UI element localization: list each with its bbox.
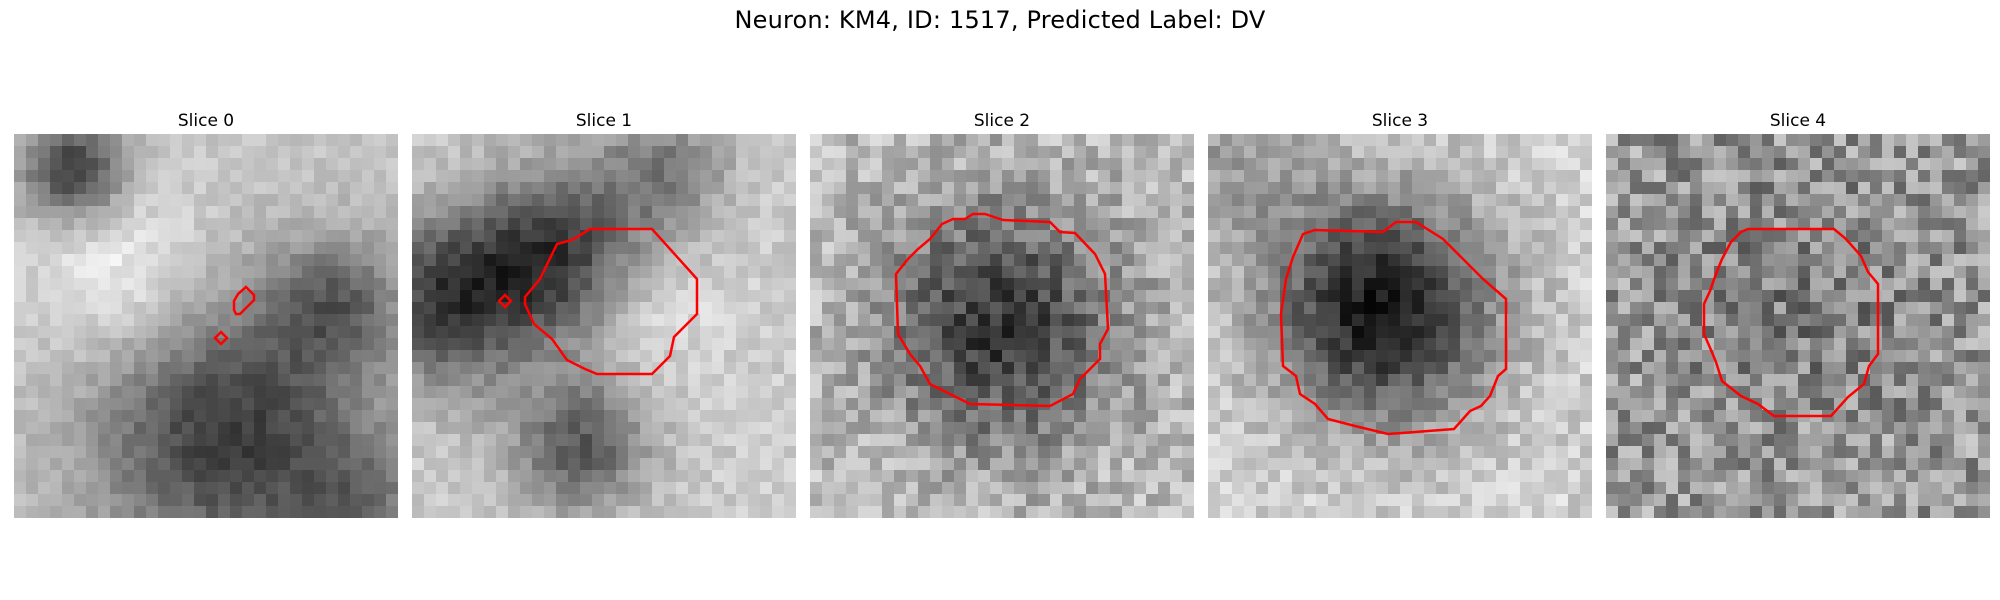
slice-image xyxy=(1606,134,1990,518)
grayscale-pixels xyxy=(810,134,1194,518)
segmentation-contour xyxy=(1702,227,1880,418)
grayscale-pixels xyxy=(412,134,796,518)
slice-panel-4: Slice 4 xyxy=(1606,108,1990,518)
segmentation-contour xyxy=(1279,220,1508,436)
slice-title: Slice 3 xyxy=(1371,111,1429,131)
slice-panel-0: Slice 0 xyxy=(14,108,398,518)
slice-title: Slice 2 xyxy=(973,111,1031,131)
slice-panel-3: Slice 3 xyxy=(1208,108,1592,518)
slice-image xyxy=(810,134,1194,518)
slice-image xyxy=(14,134,398,518)
slice-title: Slice 4 xyxy=(1769,111,1827,131)
grayscale-pixels xyxy=(1606,134,1990,518)
slice-panel-2: Slice 2 xyxy=(810,108,1194,518)
slice-image xyxy=(412,134,796,518)
slice-title: Slice 0 xyxy=(177,111,235,131)
slice-panel-1: Slice 1 xyxy=(412,108,796,518)
slice-title: Slice 1 xyxy=(575,111,633,131)
slice-image xyxy=(1208,134,1592,518)
grayscale-pixels xyxy=(1208,134,1592,518)
segmentation-contour xyxy=(497,227,699,376)
segmentation-contour xyxy=(213,285,256,346)
figure-title: Neuron: KM4, ID: 1517, Predicted Label: … xyxy=(734,6,1266,34)
segmentation-contour xyxy=(894,212,1110,408)
grayscale-pixels xyxy=(14,134,398,518)
